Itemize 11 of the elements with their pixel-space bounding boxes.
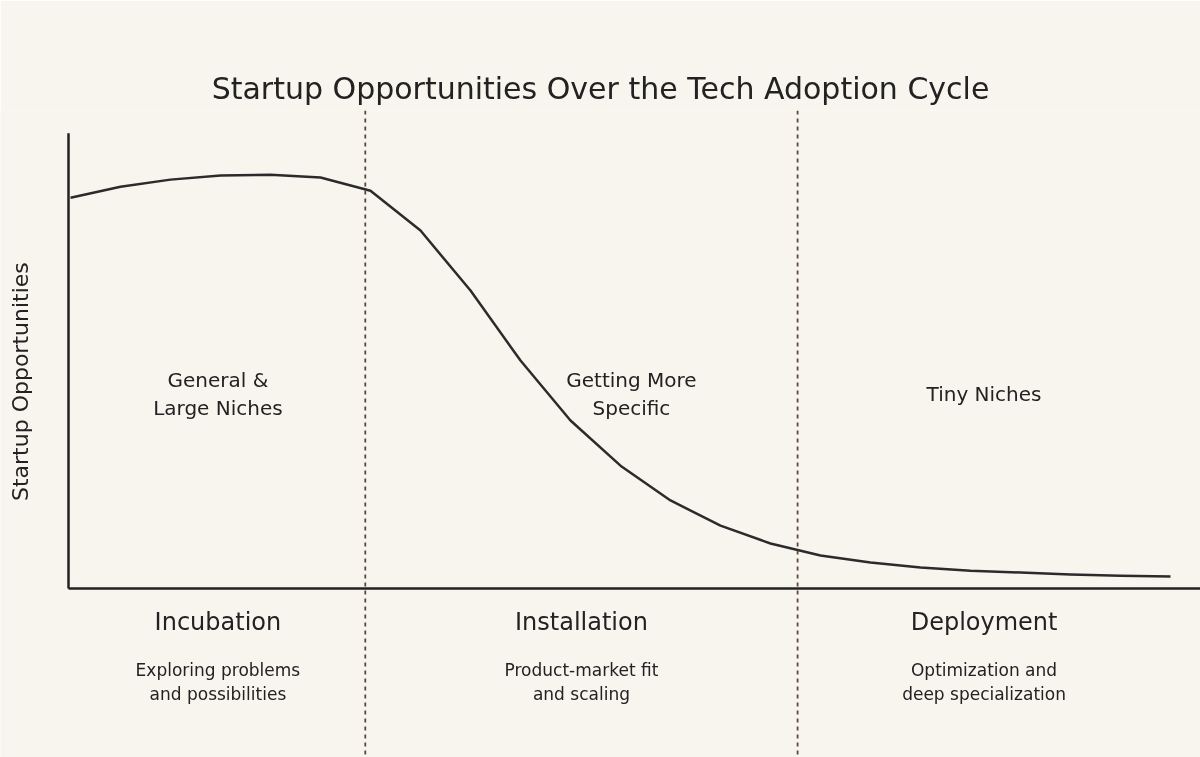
text: Product-market fit and scaling: [504, 659, 659, 704]
annotation: General & Large Niches: [153, 367, 283, 421]
y-axis-title: Startup Opportunities: [8, 262, 33, 502]
text: Incubation: [154, 607, 282, 636]
text: Optimization and deep specialization: [902, 659, 1066, 704]
text: Deployment: [910, 607, 1058, 636]
annotation: Tiny Niches: [925, 382, 1042, 407]
annotation: Getting More Specific: [566, 367, 697, 421]
chart-title: Startup Opportunities Over the Tech Adoption Cycle: [211, 70, 990, 106]
text: Exploring problems and possibilities: [135, 659, 301, 704]
text: Installation: [514, 607, 648, 636]
